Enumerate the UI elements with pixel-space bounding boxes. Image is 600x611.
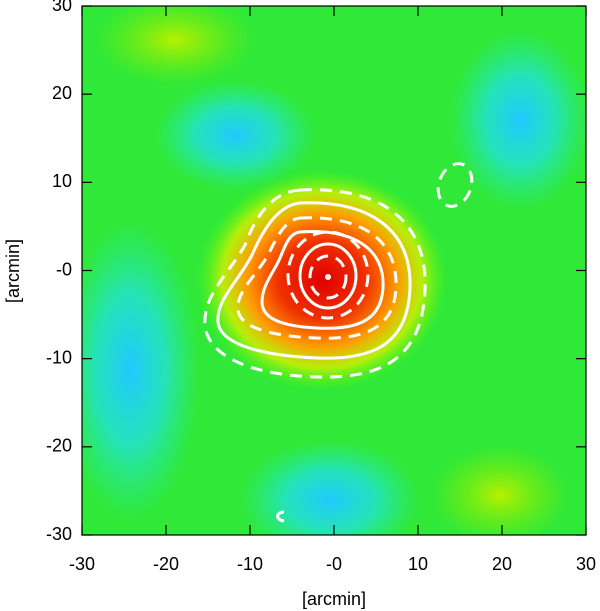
x-tick-label: -0 <box>326 554 342 574</box>
y-tick-label: 30 <box>52 0 72 15</box>
x-tick-label: 30 <box>576 554 596 574</box>
y-tick-label: -20 <box>46 436 72 456</box>
x-tick-label: -10 <box>237 554 263 574</box>
heatmap <box>82 6 586 535</box>
x-tick-label: 10 <box>408 554 428 574</box>
y-tick-label: 10 <box>52 171 72 191</box>
x-axis-label: [arcmin] <box>302 589 366 609</box>
y-tick-label: -30 <box>46 524 72 544</box>
y-tick-label: 20 <box>52 83 72 103</box>
y-tick-label: -0 <box>56 259 72 279</box>
x-tick-label: -30 <box>69 554 95 574</box>
x-tick-label: 20 <box>492 554 512 574</box>
x-tick-label: -20 <box>153 554 179 574</box>
y-tick-label: -10 <box>46 347 72 367</box>
y-axis-label: [arcmin] <box>3 239 23 303</box>
